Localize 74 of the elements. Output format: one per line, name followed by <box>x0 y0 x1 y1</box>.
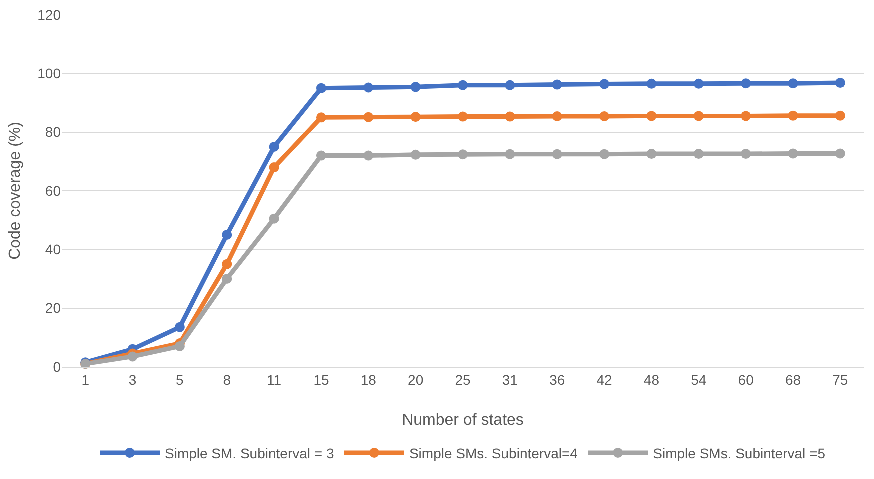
point <box>364 150 374 161</box>
x-tick-label: 75 <box>832 372 848 388</box>
point <box>646 78 657 89</box>
point <box>694 149 704 160</box>
point <box>552 111 562 122</box>
x-tick-label: 68 <box>785 372 802 388</box>
x-tick-label: 54 <box>691 372 707 388</box>
point <box>222 274 232 284</box>
point <box>222 259 232 270</box>
x-tick-label: 1 <box>82 372 90 388</box>
y-tick-label: 80 <box>45 124 62 140</box>
x-tick-label: 18 <box>360 372 377 388</box>
point <box>646 111 657 122</box>
point <box>458 150 468 160</box>
point <box>505 149 516 160</box>
point <box>364 112 374 122</box>
x-tick-label: 48 <box>644 372 660 388</box>
y-tick-label: 20 <box>45 300 62 316</box>
point <box>600 111 610 122</box>
point <box>458 112 468 122</box>
point <box>741 149 752 160</box>
x-tick-label: 31 <box>502 372 518 388</box>
point <box>835 78 846 88</box>
point <box>174 341 185 352</box>
legend-label: Simple SMs. Subinterval =5 <box>653 445 826 462</box>
x-tick-label: 36 <box>550 372 566 388</box>
point <box>741 111 752 122</box>
point <box>788 110 798 121</box>
legend-label: Simple SM. Subinterval = 3 <box>165 445 334 462</box>
point <box>410 150 421 160</box>
point <box>552 80 562 90</box>
point <box>552 149 562 160</box>
x-tick-label: 25 <box>455 372 471 388</box>
x-tick-label: 42 <box>596 372 613 388</box>
y-tick-label: 120 <box>38 6 62 23</box>
x-tick-label: 3 <box>128 372 137 388</box>
point <box>835 110 846 121</box>
point <box>505 80 516 90</box>
point <box>458 80 468 90</box>
point <box>694 111 704 122</box>
x-axis-title: Number of states <box>402 412 524 429</box>
x-tick-label: 60 <box>738 372 754 388</box>
point <box>600 79 610 90</box>
x-tick-label: 11 <box>267 372 282 388</box>
point <box>600 149 610 160</box>
point <box>316 112 326 123</box>
point <box>269 142 280 152</box>
point <box>741 78 752 89</box>
point <box>269 214 280 224</box>
point <box>835 148 846 159</box>
point <box>788 78 798 89</box>
point <box>316 83 326 94</box>
y-tick-label: 100 <box>38 66 62 82</box>
point <box>646 149 657 160</box>
y-axis-title: Code coverage (%) <box>7 122 24 260</box>
x-tick-label: 20 <box>408 372 424 388</box>
point <box>269 162 280 173</box>
y-tick-label: 60 <box>45 182 62 199</box>
x-tick-label: 15 <box>314 372 330 388</box>
point <box>222 230 232 240</box>
x-tick-label: 5 <box>176 372 184 388</box>
y-tick-label: 40 <box>45 242 62 258</box>
point <box>364 82 374 93</box>
legend-label: Simple SMs. Subinterval=4 <box>409 445 578 462</box>
point <box>505 112 516 122</box>
point <box>410 82 421 92</box>
point <box>788 148 798 159</box>
point <box>128 352 138 362</box>
point <box>316 150 326 161</box>
point <box>410 112 421 122</box>
y-tick-label: 0 <box>53 358 62 375</box>
point <box>694 78 704 89</box>
point <box>174 322 185 332</box>
x-tick-label: 8 <box>223 372 232 388</box>
